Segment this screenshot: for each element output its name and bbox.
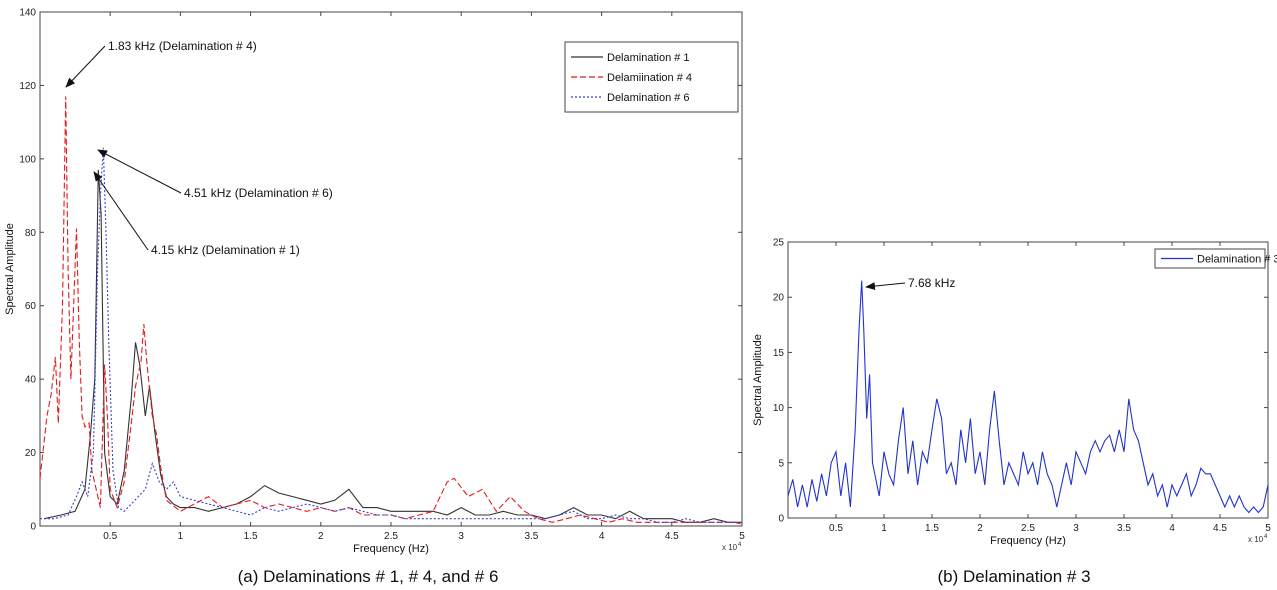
y-axis-label: Spectral Amplitude (4, 223, 16, 315)
x-exponent-power: 4 (1264, 534, 1268, 540)
x-exponent-label: x 10 (722, 543, 738, 552)
annotation-arrow (97, 149, 182, 194)
y-tick-label: 60 (25, 301, 37, 312)
x-tick-label: 1 (881, 523, 887, 534)
x-tick-label: 2 (318, 531, 324, 542)
series-line-1 (44, 169, 742, 523)
x-tick-label: 2.5 (384, 531, 398, 542)
series-line-3 (40, 147, 742, 523)
x-tick-label: 3 (1073, 523, 1079, 534)
x-tick-label: 5 (1265, 523, 1271, 534)
x-tick-label: 2.5 (1021, 523, 1035, 534)
annotation-label: 4.15 kHz (Delamination # 1) (151, 243, 300, 257)
x-tick-label: 5 (739, 531, 745, 542)
x-tick-label: 2 (977, 523, 983, 534)
annotation-arrow (65, 45, 106, 88)
legend-entry-label: Delamination # 1 (607, 52, 690, 64)
x-tick-label: 0.5 (829, 523, 843, 534)
y-tick-label: 100 (19, 154, 36, 165)
y-tick-label: 10 (773, 403, 785, 414)
y-tick-label: 5 (778, 458, 784, 469)
x-tick-label: 4 (599, 531, 605, 542)
annotation-label: 1.83 kHz (Delamination # 4) (108, 39, 257, 53)
legend-entry-label: Delamination # 3 (1197, 254, 1277, 266)
x-tick-label: 1.5 (925, 523, 939, 534)
y-tick-label: 15 (773, 348, 785, 359)
y-tick-label: 0 (778, 514, 784, 525)
x-exponent-power: 4 (738, 542, 742, 548)
y-axis-label: Spectral Amplitude (752, 334, 764, 426)
caption-b: (b) Delamination # 3 (937, 567, 1090, 586)
y-tick-label: 80 (25, 228, 37, 239)
legend: Delamination # 3 (1154, 248, 1277, 269)
series-line-1 (787, 280, 1269, 514)
annotation-arrow (865, 282, 906, 291)
x-tick-label: 3.5 (1117, 523, 1131, 534)
x-tick-label: 4.5 (665, 531, 679, 542)
legend: Delamination # 1 Delamiination # 4 Delamin… (564, 41, 739, 113)
x-tick-label: 4.5 (1213, 523, 1227, 534)
x-axis-label: Frequency (Hz) (990, 535, 1066, 547)
x-axis-label: Frequency (Hz) (353, 543, 429, 555)
y-tick-label: 40 (25, 375, 37, 386)
caption-a: (a) Delaminations # 1, # 4, and # 6 (238, 567, 499, 586)
y-tick-label: 0 (30, 522, 36, 533)
annotation-label: 7.68 kHz (908, 276, 955, 290)
x-exponent-label: x 10 (1248, 535, 1264, 544)
x-tick-label: 3.5 (524, 531, 538, 542)
y-tick-label: 20 (773, 293, 785, 304)
y-tick-label: 20 (25, 448, 37, 459)
y-tick-label: 25 (773, 238, 785, 249)
x-tick-label: 1.5 (244, 531, 258, 542)
x-tick-label: 3 (458, 531, 464, 542)
x-tick-label: 4 (1169, 523, 1175, 534)
y-tick-label: 120 (19, 81, 36, 92)
annotation-label: 4.51 kHz (Delamination # 6) (184, 186, 333, 200)
legend-box (1154, 248, 1266, 269)
x-tick-label: 1 (178, 531, 184, 542)
plot-area (787, 241, 1269, 519)
legend-entry-label: Delamination # 6 (607, 92, 690, 104)
y-tick-label: 140 (19, 8, 36, 19)
legend-entry-label: Delamiination # 4 (607, 72, 692, 84)
x-tick-label: 0.5 (103, 531, 117, 542)
chart-a: 0.5 1 1.5 2 2.5 3 3.5 4 4.5 5 0 20 40 60 80 100 120 140 x … (4, 8, 745, 556)
annotation-arrow (93, 171, 149, 251)
